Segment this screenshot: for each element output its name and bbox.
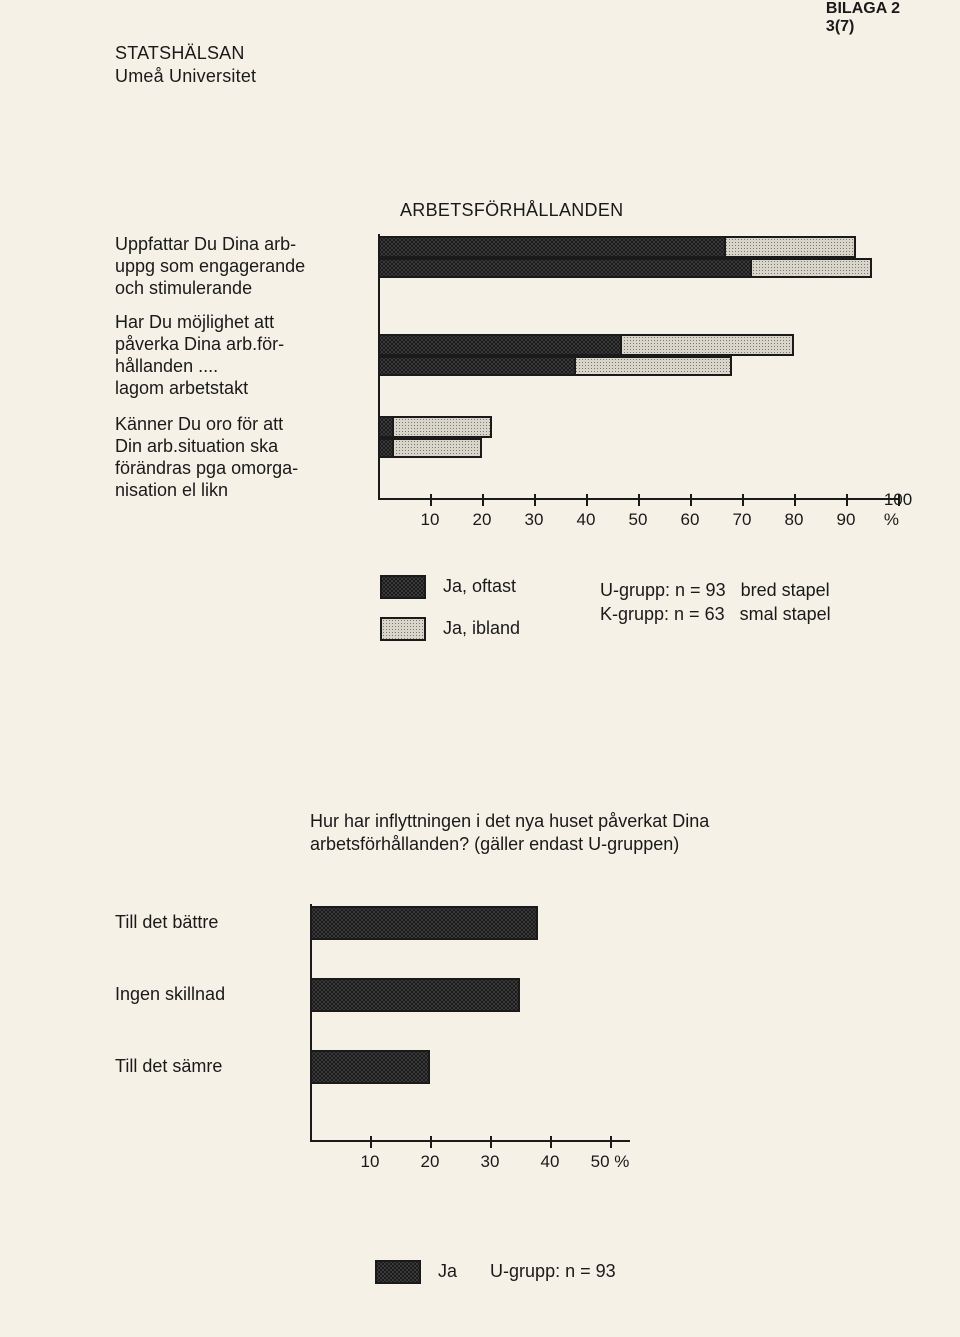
page-corner-label: BILAGA 2 3(7) [826,0,900,35]
chart1-tick-label: 40 [577,510,596,530]
chart1-tick [482,494,484,506]
legend-row-light: Ja, ibland [380,617,520,641]
chart1-tick-label: 70 [733,510,752,530]
chart1-bar-light [378,438,482,458]
chart1-tick-label: 100 % [884,490,912,530]
swatch-dark-icon [375,1260,421,1284]
chart2-tick [490,1136,492,1148]
chart1-tick [638,494,640,506]
chart2-x-axis [310,1140,630,1142]
chart2-row-label: Till det bättre [115,912,218,933]
legend-light-label: Ja, ibland [443,618,520,638]
bilaga-label: BILAGA 2 [826,0,900,18]
chart1-bar-dark [378,236,726,258]
chart2: Till det bättre Ingen skillnad Till det sä… [115,910,905,1220]
chart2-bar [310,906,538,940]
chart2-plot: 10 20 30 40 50 % [310,910,660,1190]
chart1-bar-dark [378,356,576,376]
chart1-bar-light [378,416,492,438]
chart2-tick-label: 30 [481,1152,500,1172]
chart1-tick-label: 30 [525,510,544,530]
chart2-tick [550,1136,552,1148]
chart1-tick [742,494,744,506]
chart1-tick-label: 10 [421,510,440,530]
chart2-bar [310,1050,430,1084]
chart2-legend-note: U-grupp: n = 93 [490,1261,616,1281]
swatch-light-icon [380,617,426,641]
chart2-legend: Ja U-grupp: n = 93 [375,1260,616,1284]
chart1: Uppfattar Du Dina arb- uppg som engagera… [115,240,905,560]
chart1-bar-dark [378,334,622,356]
mid-question-text: Hur har inflyttningen i det nya huset på… [310,810,709,855]
chart1-bar-dark [378,438,394,458]
legend-dark-label: Ja, oftast [443,576,516,596]
chart1-bar-dark [378,258,752,278]
chart1-tick-label: 80 [785,510,804,530]
chart1-tick-label: 50 [629,510,648,530]
chart1-tick [794,494,796,506]
chart1-tick-label: 90 [837,510,856,530]
page-number: 3(7) [826,18,900,36]
chart1-bar-dark [378,416,394,438]
swatch-dark-icon [380,575,426,599]
chart1-tick [430,494,432,506]
chart1-group-note: U-grupp: n = 93 bred stapel K-grupp: n =… [600,578,831,627]
chart1-row-label: Uppfattar Du Dina arb- uppg som engagera… [115,234,305,300]
chart2-bar [310,978,520,1012]
chart2-tick-label: 40 [541,1152,560,1172]
chart1-tick-label: 60 [681,510,700,530]
chart1-tick [534,494,536,506]
chart1-plot: 102030405060708090100 % [378,240,898,540]
chart1-row-label: Känner Du oro för att Din arb.situation … [115,414,298,502]
chart2-tick-label: 20 [421,1152,440,1172]
chart1-legend: Ja, oftast Ja, ibland [380,575,520,659]
organization-heading: STATSHÄLSAN Umeå Universitet [115,42,256,87]
chart1-tick-label: 20 [473,510,492,530]
chart1-row-label: Har Du möjlighet att påverka Dina arb.fö… [115,312,284,400]
chart2-tick [430,1136,432,1148]
chart2-legend-label: Ja [438,1261,457,1281]
org-line2: Umeå Universitet [115,65,256,88]
legend-row-dark: Ja, oftast [380,575,520,599]
chart2-row-label: Ingen skillnad [115,984,225,1005]
chart2-tick [610,1136,612,1148]
chart2-tick-label: 50 % [591,1152,630,1172]
chart1-tick [690,494,692,506]
org-line1: STATSHÄLSAN [115,42,256,65]
chart1-tick [846,494,848,506]
chart1-title: ARBETSFÖRHÅLLANDEN [400,200,623,221]
chart2-tick [370,1136,372,1148]
chart2-tick-label: 10 [361,1152,380,1172]
chart2-row-label: Till det sämre [115,1056,222,1077]
chart1-tick [586,494,588,506]
